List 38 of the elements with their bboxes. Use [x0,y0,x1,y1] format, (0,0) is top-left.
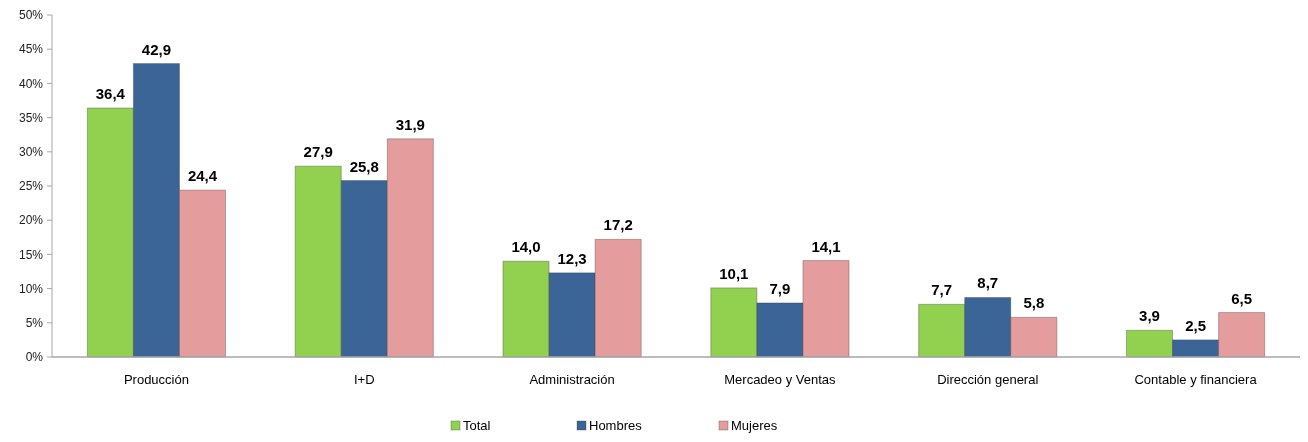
data-label: 2,5 [1185,316,1206,334]
x-tick-label: Contable y financiera [1134,372,1258,387]
data-label: 25,8 [349,157,379,175]
data-label: 5,8 [1023,294,1045,312]
x-tick-label: Dirección general [937,372,1039,387]
data-label: 27,9 [303,143,333,161]
data-label: 7,9 [769,279,791,297]
y-tick-label: 10% [18,281,44,296]
y-tick-label: 0% [25,350,44,365]
data-label: 31,9 [395,115,425,133]
data-label: 7,7 [931,281,953,299]
data-label: 8,7 [977,274,999,292]
data-label: 24,4 [187,167,218,185]
data-label: 14,1 [811,237,841,255]
legend-label: Mujeres [731,418,778,433]
data-label: 17,2 [603,216,633,234]
data-label: 36,4 [95,85,126,103]
y-tick-label: 50% [18,8,44,23]
legend-label: Hombres [589,418,643,433]
x-tick-label: Administración [529,372,615,387]
x-tick-label: I+D [353,372,375,387]
y-tick-label: 35% [18,110,44,125]
x-tick-label: Mercadeo y Ventas [724,372,837,387]
y-tick-label: 30% [18,145,44,159]
legend-label: Total [463,418,491,433]
data-label: 6,5 [1231,289,1253,307]
data-label: 14,0 [511,238,541,256]
y-tick-label: 45% [18,42,44,57]
x-tick-label: Producción [123,372,189,387]
y-tick-label: 25% [18,179,44,194]
y-tick-label: 15% [18,247,44,262]
data-label: 42,9 [141,40,172,58]
y-tick-label: 5% [25,316,44,330]
data-label: 10,1 [719,264,749,282]
data-label: 12,3 [557,249,587,267]
y-tick-label: 40% [18,76,44,91]
y-tick-label: 20% [18,213,44,228]
data-label: 3,9 [1139,307,1160,325]
